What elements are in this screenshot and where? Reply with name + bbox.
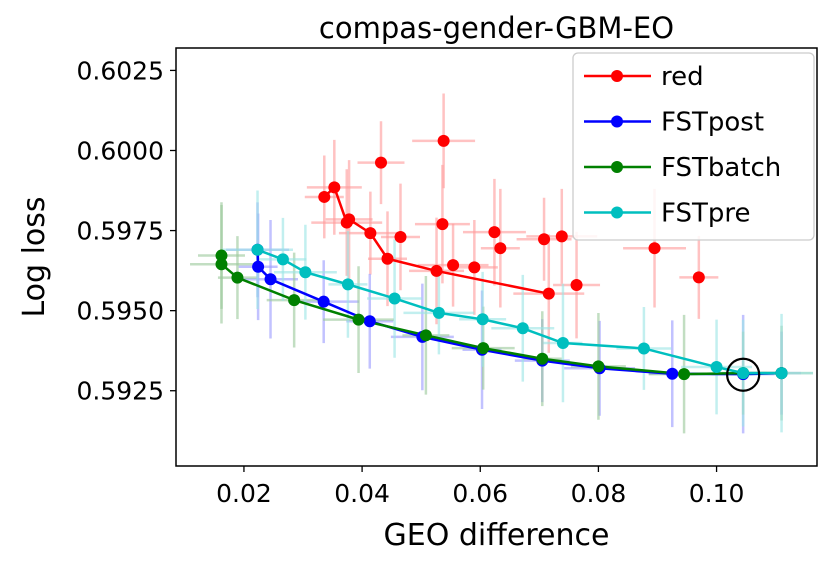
data-point-FSTbatch-7 — [536, 352, 549, 365]
data-point-FSTpost-9 — [666, 367, 679, 380]
data-point-red-19 — [648, 242, 661, 255]
data-point-FSTbatch-8 — [592, 360, 605, 373]
y-tick-label-2: 0.5975 — [77, 217, 164, 246]
data-point-FSTbatch-1 — [215, 258, 228, 271]
x-tick-label-2: 0.06 — [452, 479, 508, 508]
data-point-FSTpre-0 — [251, 243, 264, 256]
data-point-FSTbatch-0 — [215, 249, 228, 262]
chart-title: compas-gender-GBM-EO — [319, 11, 674, 45]
data-point-FSTbatch-5 — [419, 329, 432, 342]
data-point-red-7 — [542, 287, 555, 300]
legend-marker-FSTbatch — [611, 161, 623, 173]
data-point-red-14 — [488, 226, 501, 239]
data-point-FSTpost-1 — [252, 260, 265, 273]
data-point-red-10 — [394, 230, 407, 243]
data-point-red-8 — [375, 156, 388, 169]
data-point-FSTpre-12 — [775, 367, 788, 380]
data-point-red-0 — [318, 190, 331, 203]
data-point-FSTpre-9 — [637, 342, 650, 355]
data-point-FSTpost-3 — [317, 295, 330, 308]
legend-marker-red — [611, 70, 623, 82]
data-point-FSTpre-4 — [388, 292, 401, 305]
data-point-red-3 — [343, 213, 356, 226]
data-point-FSTbatch-2 — [231, 271, 244, 284]
y-tick-label-4: 0.6025 — [77, 56, 164, 85]
data-point-FSTbatch-3 — [288, 294, 301, 307]
x-tick-label-3: 0.08 — [571, 479, 627, 508]
data-point-red-5 — [381, 252, 394, 265]
x-tick-label-1: 0.04 — [334, 479, 390, 508]
data-point-FSTpre-6 — [476, 313, 489, 326]
data-point-FSTpre-2 — [299, 266, 312, 279]
data-point-FSTbatch-9 — [678, 368, 691, 381]
legend-marker-FSTpost — [611, 115, 623, 128]
x-tick-label-0: 0.02 — [216, 479, 272, 508]
data-point-red-4 — [364, 227, 377, 240]
legend-label-FSTpre: FSTpre — [661, 199, 751, 229]
data-point-FSTpost-2 — [264, 273, 277, 286]
data-point-FSTpre-7 — [516, 322, 529, 335]
data-point-FSTpre-10 — [710, 361, 723, 374]
data-point-red-12 — [447, 259, 460, 272]
data-point-FSTpre-8 — [556, 337, 569, 350]
data-point-FSTpre-3 — [341, 278, 354, 291]
legend-label-FSTbatch: FSTbatch — [661, 153, 781, 183]
y-tick-label-3: 0.6000 — [77, 136, 164, 165]
legend-box — [572, 52, 815, 241]
legend-label-FSTpost: FSTpost — [661, 108, 764, 138]
y-tick-label-1: 0.5950 — [77, 297, 164, 326]
data-point-FSTbatch-4 — [352, 313, 365, 326]
data-points-layer — [215, 134, 788, 392]
data-point-red-11 — [436, 218, 449, 231]
data-point-red-20 — [692, 271, 705, 284]
data-point-red-17 — [555, 230, 568, 243]
y-axis-label: Log loss — [17, 196, 52, 317]
data-point-red-1 — [328, 181, 341, 194]
legend: red FSTpost FSTbatch FSTpre — [572, 52, 815, 241]
y-tick-label-0: 0.5925 — [77, 377, 164, 406]
data-point-FSTbatch-6 — [477, 342, 490, 355]
legend-label-red: red — [661, 62, 704, 92]
axes-layer: 0.02 0.04 0.06 0.08 0.10 0.5925 0.5950 0.5975 0.… — [17, 11, 818, 553]
x-axis-label: GEO difference — [384, 518, 610, 553]
data-point-red-6 — [430, 264, 443, 277]
data-point-red-18 — [570, 279, 583, 292]
data-point-FSTpre-1 — [276, 253, 289, 266]
data-point-red-16 — [538, 233, 551, 246]
data-point-red-13 — [468, 261, 481, 274]
x-tick-label-4: 0.10 — [689, 479, 745, 508]
legend-marker-FSTpre — [611, 206, 623, 219]
highlight-circle — [726, 357, 761, 392]
data-point-FSTpre-5 — [432, 306, 445, 319]
data-point-red-15 — [494, 242, 507, 255]
plot-frame — [175, 47, 818, 467]
data-point-FSTpost-4 — [363, 315, 376, 328]
data-point-red-9 — [437, 134, 450, 147]
data-point-FSTpre-11 — [737, 367, 750, 380]
series-line-red — [323, 185, 550, 295]
